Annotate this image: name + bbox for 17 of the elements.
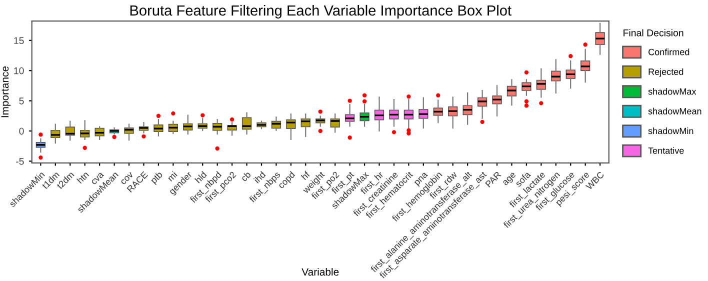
legend-label: Rejected (648, 68, 684, 77)
x-tick-label: cb (240, 170, 252, 182)
legend-label: shadowMean (648, 108, 702, 114)
legend-label: shadowMin (648, 128, 694, 134)
legend-label: shadowMax (648, 88, 696, 95)
y-tick-label: 0 (19, 128, 24, 135)
y-tick-label: 5 (19, 98, 24, 104)
x-axis-title: Variable (302, 268, 339, 276)
legend-label: Tentative (648, 147, 684, 154)
y-tick-label: 15 (14, 37, 24, 44)
legend-title: Final Decision (624, 29, 684, 36)
y-tick-label: -5 (16, 158, 24, 165)
y-axis-title: Importance (1, 66, 11, 118)
chart-title: Boruta Feature Filtering Each Variable Importance Box Plot (130, 4, 512, 19)
x-tick-label: ptb (150, 170, 164, 186)
y-tick-label: 10 (14, 67, 24, 74)
legend-label: Confirmed (648, 48, 690, 56)
